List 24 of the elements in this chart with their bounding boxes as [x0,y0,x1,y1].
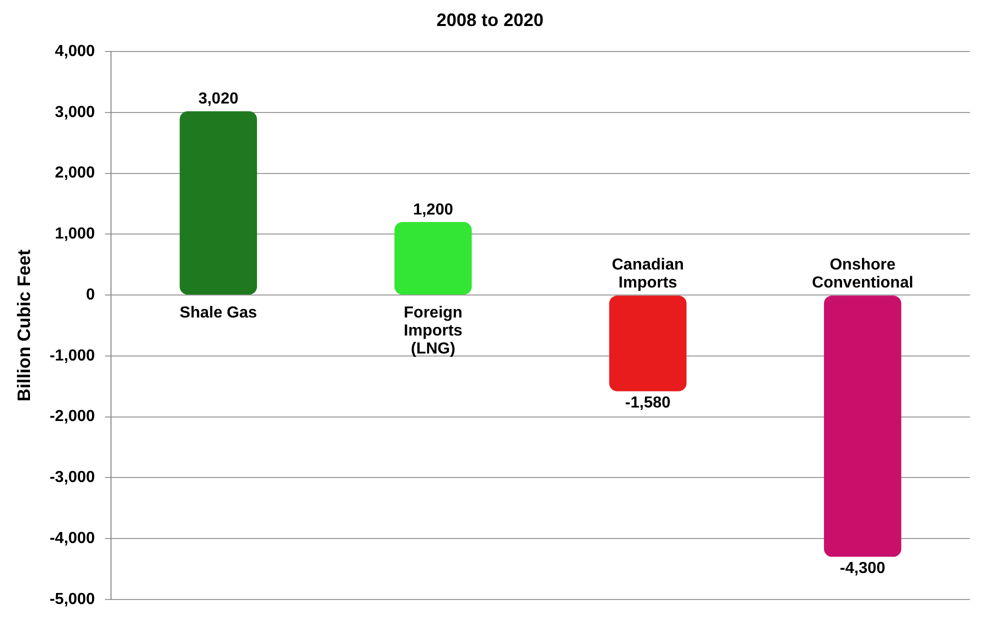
y-tick-label: 1,000 [54,226,96,243]
bar [609,296,687,392]
y-tick-label: -2,000 [50,408,96,426]
bar [824,296,902,557]
y-axis-title: Billion Cubic Feet [14,249,34,402]
data-label: 1,200 [413,201,454,218]
x-tick-label: Canadian Imports [612,256,684,292]
y-tick-label: 4,000 [54,43,96,60]
x-tick-label: Onshore Conventional [812,256,914,292]
data-label: -4,300 [840,560,886,578]
y-tick-label: 3,000 [54,104,96,121]
y-tick-label: -1,000 [50,347,96,364]
y-tick-label: 2,000 [54,164,96,182]
data-label: -1,580 [625,394,671,412]
bar [394,222,472,295]
chart-title: 2008 to 2020 [436,10,544,30]
y-tick-label: -3,000 [50,469,96,486]
data-label: 3,020 [198,90,238,108]
y-tick-label: -5,000 [50,590,96,608]
x-tick-label: Foreign Imports (LNG) [404,304,463,358]
y-tick-label: 0 [86,286,96,304]
bar [180,111,258,295]
y-tick-label: -4,000 [50,530,96,547]
x-tick-label: Shale Gas [180,304,258,322]
